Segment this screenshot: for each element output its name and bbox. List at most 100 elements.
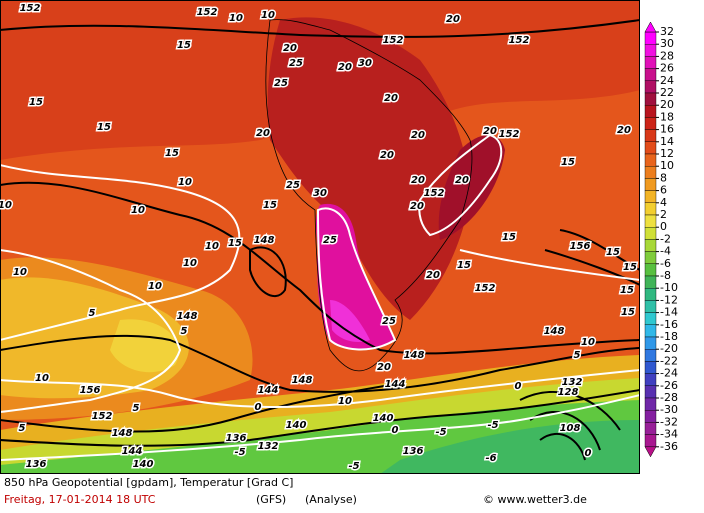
color-bar-label: -18 [660,330,678,343]
contour-label: 25 [289,58,303,69]
contour-label: 148 [254,235,275,246]
contour-label: 20 [283,43,297,54]
contour-label: 20 [483,126,497,137]
contour-label: 15 [228,238,242,249]
contour-label: -5 [487,420,498,431]
contour-label: 140 [286,420,307,431]
color-bar-swatch [644,153,657,167]
color-bar-swatch [644,117,657,130]
color-bar-label: 2 [660,208,667,221]
contour-label: 152 [197,7,218,18]
color-bar-label: 10 [660,159,674,172]
contour-label: 0 [392,425,399,436]
color-bar-label: -16 [660,318,678,331]
color-bar-label: -2 [660,232,671,245]
contour-label: 15 [502,232,516,243]
contour-label: 5 [133,403,140,414]
contour-label: 148 [112,428,133,439]
color-bar-label: 28 [660,49,674,62]
color-bar-label: 14 [660,135,674,148]
contour-label: 128 [558,387,579,398]
contour-label: 15 [457,260,471,271]
color-bar-label: -8 [660,269,671,282]
contour-label: 20 [338,62,352,73]
contour-label: 10 [261,10,275,21]
contour-label: 20 [411,130,425,141]
contour-label: 144 [122,446,143,457]
contour-label: 152 [499,129,520,140]
color-bar-swatch [644,349,657,362]
contour-label: 15 [606,247,620,258]
color-bar-swatch [644,373,657,387]
color-bar-swatch [644,68,657,81]
contour-label: 20 [256,128,270,139]
contour-label: 152 [475,283,496,294]
color-bar-label: 12 [660,147,674,160]
color-bar-label: -4 [660,245,671,258]
footer-date: Freitag, 17-01-2014 18 UTC [4,493,156,506]
contour-label: 152 [92,411,113,422]
color-bar-label: -28 [660,391,678,404]
color-bar-swatch [644,263,657,277]
contour-label: 15 [165,148,179,159]
contour-label: 10 [178,177,192,188]
color-bar-swatch [644,92,657,106]
color-bar-swatch [644,361,657,374]
color-bar-swatch [644,251,657,265]
footer-credit: © www.wetter3.de [483,493,587,506]
contour-label: 136 [226,433,247,444]
contour-label: 25 [382,316,396,327]
color-bar-swatch [644,324,657,338]
contour-label: 20 [410,201,424,212]
contour-label: 5 [181,326,188,337]
contour-label: 10 [148,281,162,292]
color-bar-label: 4 [660,196,667,209]
contour-label: 10 [205,241,219,252]
color-bar-label: 0 [660,220,667,233]
contour-label: 20 [380,150,394,161]
contour-label: 152 [20,3,41,14]
color-bar-label: 24 [660,74,674,87]
contour-label: 5 [19,423,26,434]
color-bar-swatch [644,141,657,155]
footer-title: 850 hPa Geopotential [gpdam], Temperatur… [4,476,293,489]
color-bar: 32302826242220181614121086420-2-4-6-8-10… [644,21,678,458]
color-bar-swatch [644,226,657,240]
footer-model: (GFS) [256,493,286,506]
contour-label: 15 [561,157,575,168]
color-bar-label: -12 [660,293,678,306]
contour-label: 10 [0,200,12,211]
color-bar-label: -24 [660,367,678,380]
contour-label: -5 [234,447,245,458]
contour-label: 152 [424,188,445,199]
map-frame [0,0,640,474]
color-bar-label: -36 [660,440,678,453]
contour-label: 5 [89,308,96,319]
contour-label: 0 [255,402,262,413]
map-field [1,1,639,473]
color-bar-label: -34 [660,428,678,441]
contour-label: 20 [384,93,398,104]
color-bar-label: 18 [660,110,674,123]
contour-label: 25 [323,235,337,246]
color-bar-swatch [644,239,657,252]
contour-label: 152 [509,35,530,46]
contour-label: 25 [274,78,288,89]
contour-label: 15 [621,307,635,318]
contour-label: 10 [338,396,352,407]
contour-label: 20 [426,270,440,281]
contour-label: 30 [313,188,327,199]
contour-label: 0 [515,381,522,392]
color-bar-label: 20 [660,98,674,111]
color-bar-swatch [644,336,657,350]
contour-label: 108 [560,423,581,434]
contour-label: 15 [623,262,637,273]
contour-label: 136 [403,446,424,457]
color-bar-swatch [644,202,657,216]
footer-run: (Analyse) [305,493,357,506]
color-bar-label: -14 [660,306,678,319]
contour-label: 20 [617,125,631,136]
color-bar-arrow-bottom [644,446,657,458]
contour-label: -6 [485,453,496,464]
contour-label: 25 [286,180,300,191]
